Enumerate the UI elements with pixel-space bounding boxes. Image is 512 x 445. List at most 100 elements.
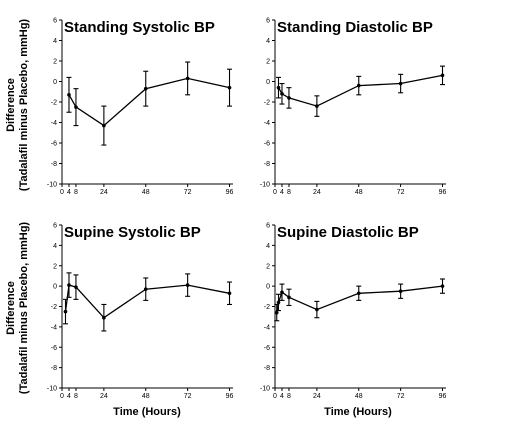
supine-systolic-ytick-label: 2	[53, 263, 57, 270]
standing-systolic-ytick-label: -2	[51, 100, 57, 107]
standing-diastolic-xtick-label: 8	[287, 189, 291, 196]
supine-systolic-title: Supine Systolic BP	[64, 224, 201, 241]
standing-diastolic-xtick-label: 96	[439, 189, 447, 196]
standing-diastolic-xtick-label: 72	[397, 189, 405, 196]
supine-diastolic-data-point	[398, 289, 403, 294]
standing-diastolic-ytick-label: -10	[260, 182, 270, 189]
supine-diastolic-series-line	[276, 285, 443, 313]
supine-systolic-ytick-label: -8	[51, 365, 57, 372]
standing-systolic-series-line	[68, 77, 230, 127]
standing-diastolic-ytick-label: 4	[266, 38, 270, 45]
standing-diastolic-xtick-label: 0	[273, 189, 277, 196]
supine-diastolic-xtick-label: 24	[313, 393, 321, 400]
standing-diastolic-data-point	[276, 85, 281, 90]
standing-systolic-ytick-label: 0	[53, 79, 57, 86]
standing-systolic-xtick-label: 4	[67, 189, 71, 196]
supine-systolic-xtick-label: 8	[74, 393, 78, 400]
supine-diastolic-data-point	[356, 291, 361, 296]
supine-diastolic-data-point	[280, 290, 284, 295]
standing-diastolic-data-point	[398, 81, 403, 86]
standing-systolic-data-point	[67, 93, 71, 97]
supine-systolic-data-point	[74, 285, 78, 289]
supine-systolic-xtick-label: 96	[226, 393, 234, 400]
standing-diastolic-data-point	[287, 96, 291, 100]
x-axis-label-left: Time (Hours)	[113, 406, 181, 418]
supine-systolic-ytick-label: -6	[51, 345, 57, 352]
supine-diastolic-ytick-label: -2	[264, 304, 270, 311]
standing-systolic-xtick-label: 48	[142, 189, 150, 196]
supine-systolic-data-point	[63, 309, 68, 314]
standing-diastolic-ytick-label: -4	[264, 120, 270, 127]
standing-diastolic-xtick-label: 4	[280, 189, 284, 196]
supine-diastolic-ytick-label: -10	[260, 386, 270, 393]
supine-diastolic-xtick-label: 0	[273, 393, 277, 400]
standing-systolic-xtick-label: 0	[60, 189, 64, 196]
supine-diastolic-data-point	[315, 307, 319, 312]
standing-diastolic-ytick-label: 6	[266, 18, 270, 25]
supine-systolic-ytick-label: -2	[51, 304, 57, 311]
supine-diastolic-ytick-label: -6	[264, 345, 270, 352]
supine-systolic-series-line	[64, 284, 230, 319]
supine-systolic-ytick-label: 6	[53, 223, 57, 230]
supine-systolic-data-point	[227, 291, 232, 296]
supine-diastolic-xtick-label: 48	[355, 393, 363, 400]
supine-diastolic-ytick-label: -4	[264, 324, 270, 331]
standing-systolic-ytick-label: 2	[53, 59, 57, 66]
standing-systolic-data-point	[227, 85, 232, 90]
supine-systolic-ytick-label: -10	[47, 386, 57, 393]
supine-diastolic-data-point	[274, 310, 279, 315]
supine-diastolic-title: Supine Diastolic BP	[277, 224, 419, 241]
standing-systolic-ytick-label: -6	[51, 141, 57, 148]
standing-diastolic-title: Standing Diastolic BP	[277, 19, 433, 36]
standing-diastolic-ytick-label: -2	[264, 100, 270, 107]
supine-diastolic-xtick-label: 8	[287, 393, 291, 400]
y-axis-label-bottom-line2: (Tadalafil minus Placebo, mmHg)	[18, 222, 30, 394]
supine-systolic-xtick-label: 24	[100, 393, 108, 400]
standing-diastolic-data-point	[440, 73, 445, 78]
standing-systolic-ytick-label: 6	[53, 18, 57, 25]
standing-systolic-ytick-label: -8	[51, 161, 57, 168]
supine-systolic-data-point	[102, 315, 106, 320]
standing-diastolic-series-line	[277, 74, 443, 107]
standing-systolic-ytick-label: 4	[53, 38, 57, 45]
y-axis-label-top-line1: Difference	[5, 78, 17, 132]
y-axis-label-bottom-line1: Difference	[5, 281, 17, 335]
supine-diastolic-data-point	[440, 284, 445, 288]
y-axis-label-top-line2: (Tadalafil minus Placebo, mmHg)	[18, 19, 30, 191]
supine-diastolic-xtick-label: 96	[439, 393, 447, 400]
standing-systolic-data-point	[143, 86, 148, 91]
standing-diastolic-ytick-label: 2	[266, 59, 270, 66]
supine-systolic-data-point	[67, 283, 71, 287]
standing-systolic-ytick-label: -10	[47, 182, 57, 189]
standing-diastolic-ytick-label: -8	[264, 161, 270, 168]
supine-diastolic-ytick-label: 6	[266, 223, 270, 230]
standing-diastolic-ytick-label: 0	[266, 79, 270, 86]
standing-systolic-ytick-label: -4	[51, 120, 57, 127]
supine-diastolic-xtick-label: 4	[280, 393, 284, 400]
supine-diastolic-ytick-label: -8	[264, 365, 270, 372]
standing-systolic-xtick-label: 96	[226, 189, 234, 196]
supine-systolic-xtick-label: 4	[67, 393, 71, 400]
supine-diastolic-ytick-label: 2	[266, 263, 270, 270]
standing-diastolic-ytick-label: -6	[264, 141, 270, 148]
supine-diastolic-ytick-label: 0	[266, 284, 270, 291]
standing-systolic-xtick-label: 72	[184, 189, 192, 196]
supine-systolic-xtick-label: 72	[184, 393, 192, 400]
supine-systolic-xtick-label: 0	[60, 393, 64, 400]
standing-systolic-xtick-label: 8	[74, 189, 78, 196]
supine-diastolic-xtick-label: 72	[397, 393, 405, 400]
standing-systolic-data-point	[74, 105, 78, 109]
standing-diastolic-xtick-label: 48	[355, 189, 363, 196]
standing-diastolic-data-point	[315, 104, 319, 108]
supine-diastolic-data-point	[287, 295, 291, 300]
standing-systolic-title: Standing Systolic BP	[64, 19, 215, 36]
standing-systolic-data-point	[185, 76, 190, 81]
supine-diastolic-data-point	[276, 300, 281, 305]
supine-systolic-ytick-label: -4	[51, 324, 57, 331]
supine-diastolic-ytick-label: 4	[266, 243, 270, 250]
standing-diastolic-data-point	[280, 92, 284, 96]
